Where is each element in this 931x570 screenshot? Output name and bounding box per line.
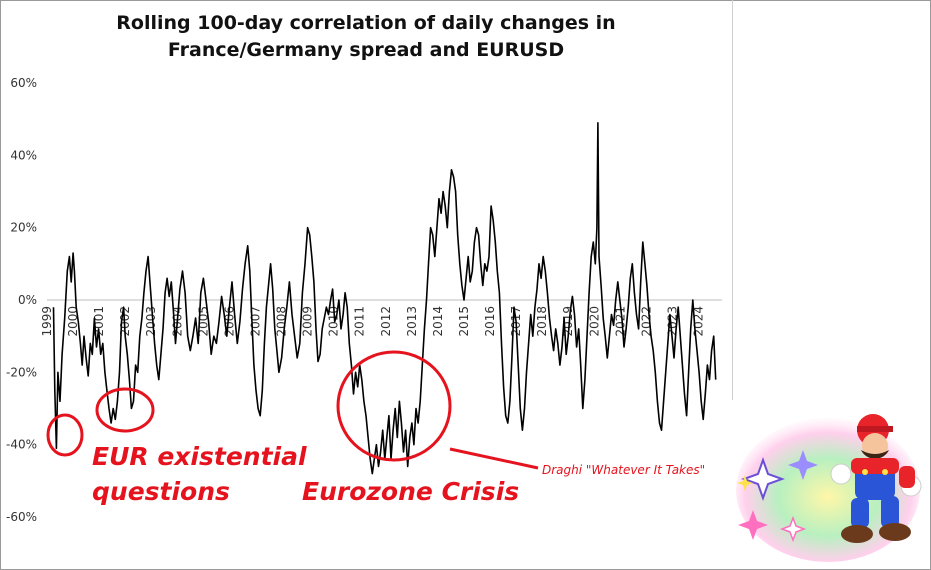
y-tick-label: 40% — [10, 148, 37, 162]
highlight-circles — [46, 350, 539, 470]
x-axis: 1999 2000 2001 2002 2003 2004 2005 2006 2007 2008… — [40, 306, 706, 337]
x-tick-label: 2011 — [353, 306, 367, 337]
chart-title-line-2: France/Germany spread and EURUSD — [167, 39, 565, 61]
x-tick-label: 2008 — [275, 306, 289, 337]
x-tick-label: 2021 — [613, 306, 627, 337]
y-tick-label: -40% — [6, 438, 37, 452]
annotation-draghi: Draghi "Whatever It Takes" — [542, 463, 705, 477]
chart-title-line-1: Rolling 100-day correlation of daily cha… — [116, 12, 616, 34]
y-tick-label: -60% — [6, 510, 37, 524]
x-tick-label: 2015 — [457, 306, 471, 337]
chart-title: Rolling 100-day correlation of daily cha… — [60, 10, 672, 64]
highlight-circle-eurozone-crisis — [336, 350, 452, 462]
x-tick-label: 1999 — [40, 306, 54, 337]
annotation-questions: questions — [92, 477, 230, 506]
series-group — [52, 122, 717, 475]
annotation-eurozone-crisis: Eurozone Crisis — [302, 477, 519, 506]
x-tick-label: 2007 — [248, 306, 262, 337]
x-tick-label: 2020 — [587, 306, 601, 337]
x-tick-label: 2018 — [535, 306, 549, 337]
y-tick-label: 60% — [10, 76, 37, 90]
highlight-circle-2001 — [95, 387, 155, 433]
y-tick-label: 20% — [10, 221, 37, 235]
annotation-eur-existential: EUR existential — [92, 442, 307, 471]
mario-star-illustration — [736, 414, 922, 562]
y-tick-label: -20% — [6, 365, 37, 379]
x-tick-label: 2013 — [405, 306, 419, 337]
y-axis: 60% 40% 20% 0% -20% -40% -60% — [6, 76, 722, 524]
y-tick-label: 0% — [18, 293, 37, 307]
chart-area-divider — [732, 0, 733, 400]
x-tick-label: 2009 — [301, 306, 315, 337]
x-tick-label: 2014 — [431, 306, 445, 337]
annotation-labels: EUR existential questions Eurozone Crisi… — [92, 442, 705, 506]
x-tick-label: 2016 — [483, 306, 497, 337]
x-tick-label: 2012 — [379, 306, 393, 337]
draghi-callout-line — [449, 447, 539, 470]
x-tick-label: 2003 — [144, 306, 158, 337]
series-line — [52, 122, 717, 475]
highlight-circle-1999 — [46, 413, 84, 457]
